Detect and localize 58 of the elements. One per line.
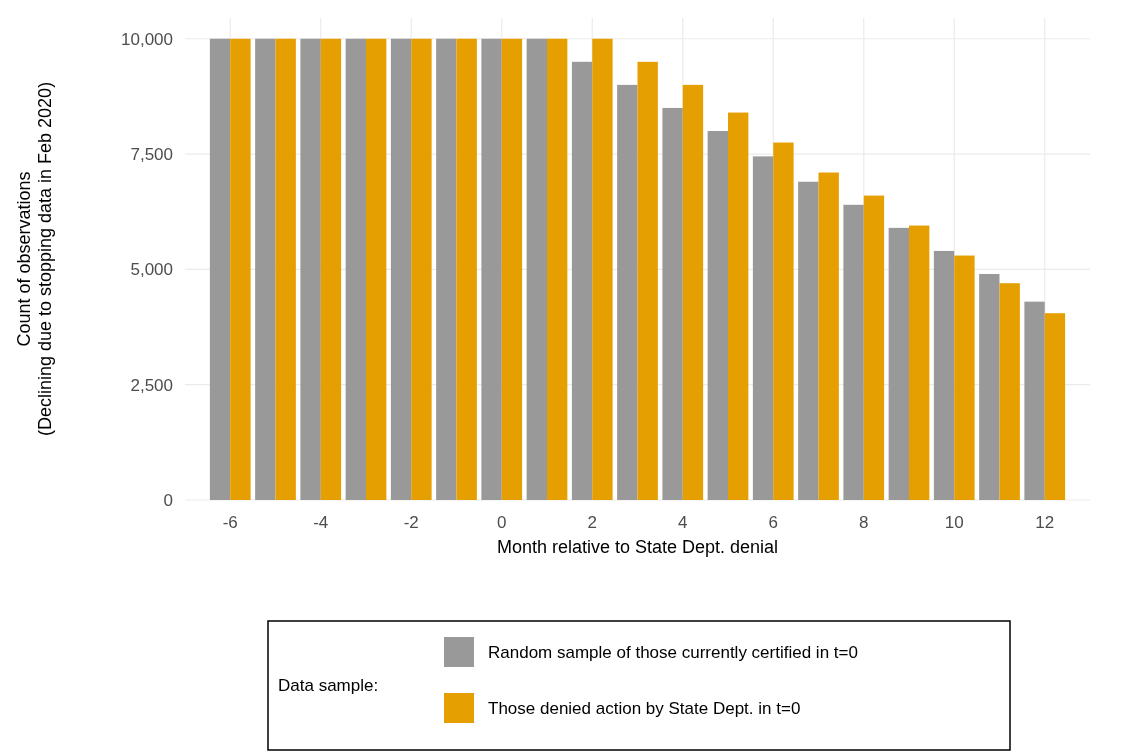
y-tick-label: 5,000 — [130, 260, 173, 280]
bar — [481, 38, 502, 500]
bar — [592, 38, 613, 500]
bar — [436, 38, 457, 500]
bar — [526, 38, 547, 500]
bar — [1044, 313, 1066, 500]
bar — [954, 255, 975, 500]
bar — [909, 225, 930, 500]
legend-label: Those denied action by State Dept. in t=0 — [488, 698, 801, 718]
bar — [411, 38, 432, 500]
bar — [863, 195, 885, 500]
x-tick-label: 2 — [587, 512, 597, 532]
bar — [999, 283, 1020, 500]
x-tick-label: 0 — [497, 512, 507, 532]
bar — [818, 172, 839, 500]
bar — [728, 112, 749, 500]
y-tick-label: 7,500 — [130, 145, 173, 165]
bar — [300, 38, 321, 500]
bar — [390, 38, 412, 500]
bar — [501, 38, 523, 500]
bar — [345, 38, 366, 500]
bar — [1024, 301, 1045, 500]
bar — [682, 84, 704, 500]
x-axis-title: Month relative to State Dept. denial — [496, 537, 779, 557]
bar — [255, 38, 276, 500]
bar — [773, 142, 794, 500]
legend-title: Data sample: — [278, 676, 379, 696]
bar — [843, 204, 864, 500]
bar — [637, 61, 658, 500]
x-tick-label: 8 — [859, 512, 869, 532]
bar — [230, 38, 251, 500]
bar — [933, 250, 955, 500]
x-tick-label: 6 — [768, 512, 778, 532]
bar — [707, 131, 728, 500]
bar — [617, 84, 638, 500]
bar — [662, 107, 683, 500]
legend-label: Random sample of those currently certified in t=0 — [488, 642, 858, 662]
bar — [571, 61, 593, 500]
bar — [752, 156, 774, 500]
bar — [275, 38, 296, 500]
bar — [320, 38, 342, 500]
bar — [209, 38, 231, 500]
bar — [798, 181, 819, 500]
bar — [547, 38, 568, 500]
x-tick-label: 12 — [1035, 512, 1055, 532]
bar — [888, 227, 909, 500]
y-tick-label: 10,000 — [121, 29, 173, 49]
y-tick-label: 0 — [163, 490, 173, 510]
y-axis-title: Count of observations (Declining due to stopping data in Feb 2020) — [14, 81, 55, 437]
x-tick-label: -4 — [313, 512, 329, 532]
x-tick-label: 10 — [944, 512, 964, 532]
y-tick-label: 2,500 — [130, 375, 173, 395]
bar — [979, 273, 1000, 500]
bar — [456, 38, 477, 500]
x-tick-label: -2 — [403, 512, 419, 532]
bar — [366, 38, 387, 500]
x-tick-label: -6 — [222, 512, 238, 532]
x-tick-label: 4 — [678, 512, 688, 532]
